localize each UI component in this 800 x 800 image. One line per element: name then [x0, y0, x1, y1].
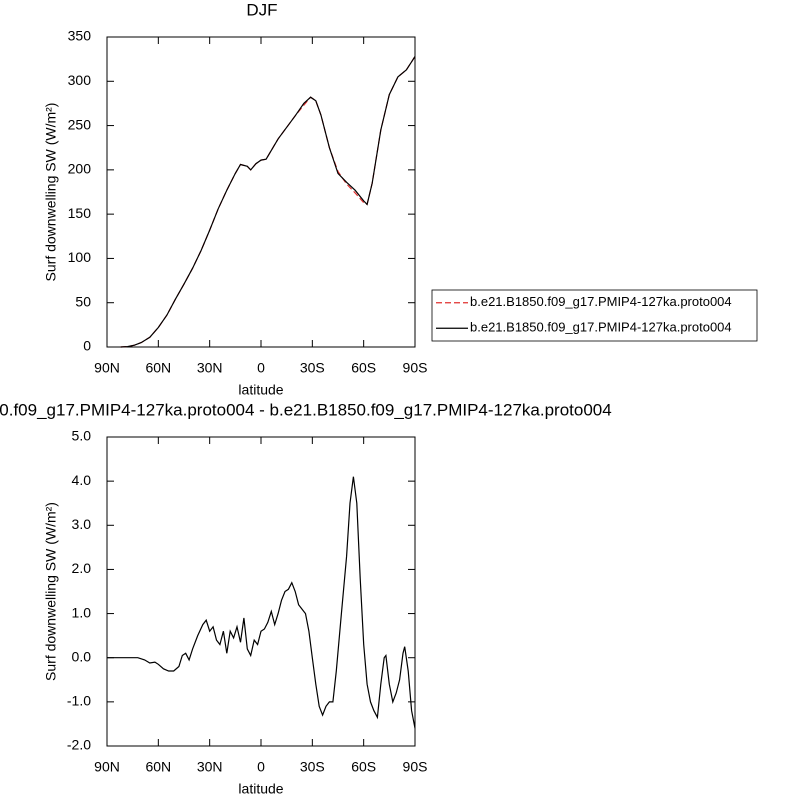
- y-tick-label: 150: [68, 205, 92, 221]
- x-tick-label: 30S: [300, 360, 325, 376]
- y-tick-label: 5.0: [72, 428, 92, 444]
- y-tick-label: 0: [83, 338, 91, 354]
- chart-title: DJF: [246, 0, 277, 19]
- y-tick-label: 1.0: [72, 604, 92, 620]
- x-tick-label: 60N: [145, 759, 171, 775]
- chart-title: b.e21.B1850.f09_g17.PMIP4-127ka.proto004…: [0, 400, 612, 419]
- y-tick-label: 200: [68, 161, 92, 177]
- y-tick-label: 4.0: [72, 472, 92, 488]
- plot-frame: [106, 436, 416, 747]
- y-tick-label: 350: [68, 28, 92, 44]
- x-tick-label: 30N: [197, 360, 223, 376]
- y-tick-label: 300: [68, 72, 92, 88]
- y-tick-label: -2.0: [67, 737, 91, 753]
- y-tick-label: -1.0: [67, 693, 91, 709]
- y-tick-label: 100: [68, 249, 92, 265]
- data-line: [120, 56, 416, 348]
- y-tick-label: 0.0: [72, 648, 92, 664]
- x-tick-label: 60S: [351, 360, 376, 376]
- data-line: [107, 476, 416, 729]
- x-tick-label: 90S: [403, 360, 428, 376]
- x-axis-label: latitude: [238, 382, 283, 398]
- x-tick-label: 30N: [197, 759, 223, 775]
- x-tick-label: 90N: [94, 360, 120, 376]
- y-tick-label: 2.0: [72, 560, 92, 576]
- y-axis-label: Surf downwelling SW (W/m²): [43, 103, 59, 282]
- legend-label: b.e21.B1850.f09_g17.PMIP4-127ka.proto004: [470, 294, 732, 309]
- x-tick-label: 30S: [300, 759, 325, 775]
- x-tick-label: 90S: [403, 759, 428, 775]
- y-tick-label: 250: [68, 116, 92, 132]
- x-axis-label: latitude: [238, 781, 283, 797]
- legend-label: b.e21.B1850.f09_g17.PMIP4-127ka.proto004: [470, 320, 732, 335]
- y-axis-label: Surf downwelling SW (W/m²): [43, 502, 59, 681]
- x-tick-label: 0: [257, 360, 265, 376]
- y-tick-label: 3.0: [72, 516, 92, 532]
- y-tick-label: 50: [75, 293, 91, 309]
- legend-box: [431, 289, 758, 342]
- x-tick-label: 60S: [351, 759, 376, 775]
- x-tick-label: 0: [257, 759, 265, 775]
- plot-frame: [106, 36, 416, 348]
- x-tick-label: 60N: [145, 360, 171, 376]
- x-tick-label: 90N: [94, 759, 120, 775]
- data-line: [120, 56, 416, 348]
